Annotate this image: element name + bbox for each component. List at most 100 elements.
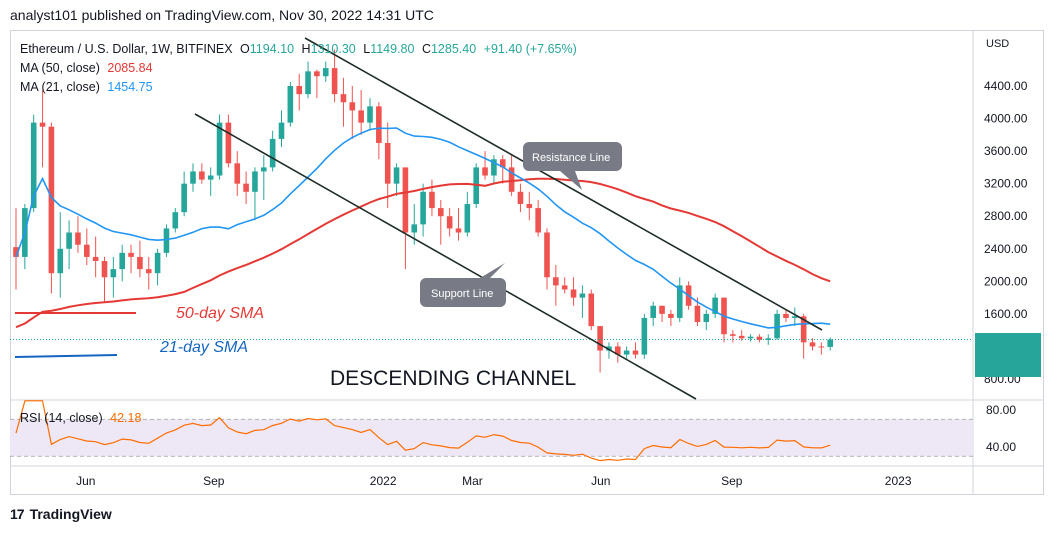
candle-body (703, 313, 710, 323)
candle-body (712, 297, 718, 314)
candle-body (668, 313, 674, 318)
legend-ma21-label: MA (21, close) (20, 80, 100, 94)
tradingview-logo-icon: 17 (10, 506, 25, 522)
channel-annotation: DESCENDING CHANNEL (330, 367, 576, 390)
price-axis-tick: 2800.00 (984, 209, 1028, 223)
time-axis-tick: Sep (721, 474, 743, 488)
candle-body (269, 138, 276, 168)
candle-body (765, 338, 772, 340)
rsi-line (15, 400, 831, 462)
time-axis-tick: Jun (591, 474, 610, 488)
candle-body (314, 71, 320, 77)
legend-ma50-row[interactable]: MA (50, close) 2085.84 (20, 59, 577, 78)
rsi-legend[interactable]: RSI (14, close) 42.18 (20, 411, 141, 425)
legend-open-label: O (240, 42, 250, 56)
candle-body (163, 228, 170, 253)
time-axis-tick: 2023 (885, 474, 912, 488)
candle-body (482, 167, 488, 176)
legend-ma21-row[interactable]: MA (21, close) 1454.75 (20, 78, 577, 97)
support-channel-line (194, 113, 697, 400)
legend-open: 1194.10 (249, 42, 295, 56)
legend-close: 1285.40 (430, 42, 477, 56)
candle-body (84, 244, 90, 257)
candle-body (331, 68, 338, 95)
candle-body (491, 159, 497, 176)
candle-body (216, 122, 223, 176)
candle-body (800, 316, 807, 343)
candle-body (137, 256, 143, 270)
candle-body (641, 317, 648, 355)
time-axis-tick: Sep (203, 474, 225, 488)
candle-body (199, 171, 205, 180)
candle-body (792, 316, 798, 318)
sma21-annotation: 21-day SMA (159, 339, 248, 356)
time-axis-tick: Mar (462, 474, 483, 488)
candle-body (783, 313, 789, 318)
candle-body (446, 216, 453, 229)
rsi-legend-value: 42.18 (110, 411, 142, 425)
candle-body (579, 293, 586, 298)
candle-body (650, 305, 656, 318)
candle-body (48, 126, 55, 274)
publisher-header: analyst101 published on TradingView.com,… (10, 7, 434, 23)
ma50-line (15, 177, 831, 329)
candle-body (92, 256, 99, 261)
candle-body (756, 336, 763, 340)
price-axis-tick: 1600.00 (984, 307, 1028, 321)
candle-body (30, 122, 37, 209)
resistance-channel-line (304, 37, 823, 331)
candle-body (623, 350, 630, 355)
candle-body (570, 289, 577, 298)
rsi-axis-tick: 80.00 (986, 403, 1016, 417)
chart-panel[interactable] (10, 30, 1044, 495)
candle-body (402, 167, 409, 233)
price-axis-tick: 3200.00 (984, 177, 1028, 191)
legend-low: 1149.80 (370, 42, 415, 56)
candle-body (411, 224, 418, 233)
candle-body (39, 122, 46, 127)
candle-body (517, 191, 524, 205)
candle-body (376, 106, 382, 143)
price-axis-tick: 2400.00 (984, 242, 1028, 256)
legend-high: 1310.30 (310, 42, 356, 56)
resistance-callout-pointer (560, 171, 582, 190)
candle-body (190, 171, 196, 184)
candle-body (252, 171, 258, 192)
legend-ohlc-row: Ethereum / U.S. Dollar, 1W, BITFINEX O11… (20, 40, 577, 59)
candle-body (13, 247, 19, 257)
candle-body (349, 102, 356, 111)
candle-body (455, 228, 462, 233)
candle-body (526, 204, 533, 209)
support-label: Support Line (431, 288, 493, 300)
candle-body (225, 122, 232, 164)
candle-body (818, 346, 825, 348)
candle-body (544, 232, 550, 278)
price-axis-tick: 4000.00 (984, 112, 1028, 126)
candle-body (75, 232, 81, 245)
candle-body (234, 163, 241, 184)
last-price-badge (975, 333, 1041, 377)
rsi-axis-tick: 40.00 (986, 440, 1016, 454)
candle-body (243, 183, 249, 192)
candle-body (747, 336, 754, 339)
candle-body (535, 208, 541, 233)
candle-body (278, 122, 285, 139)
time-axis-tick: 2022 (370, 474, 397, 488)
candle-body (393, 167, 400, 184)
candle-body (809, 342, 816, 347)
chart-legend: Ethereum / U.S. Dollar, 1W, BITFINEX O11… (20, 40, 577, 97)
price-axis-currency: USD (986, 38, 1009, 50)
legend-close-label: C (421, 42, 431, 56)
candle-body (154, 252, 161, 274)
legend-low-label: L (363, 42, 371, 56)
legend-ma50-value: 2085.84 (107, 61, 153, 75)
footer-brand[interactable]: 17 TradingView (10, 506, 112, 522)
candle-body (738, 335, 745, 339)
candle-body (676, 285, 683, 318)
candle-body (827, 339, 833, 347)
candle-body (128, 252, 134, 257)
candle-body (429, 191, 435, 209)
candle-body (561, 285, 568, 290)
candle-body (508, 167, 515, 192)
